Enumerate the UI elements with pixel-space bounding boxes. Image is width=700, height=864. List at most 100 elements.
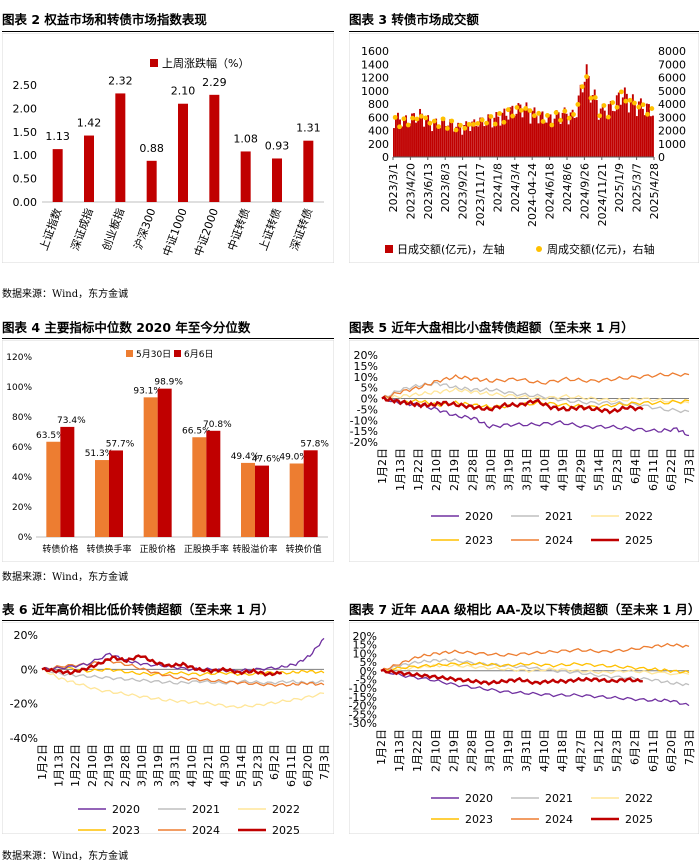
fig3-weekly-dot [579, 84, 585, 90]
fig3-daily-bar [463, 125, 466, 157]
fig6-legend-2025: 2025 [272, 824, 300, 834]
fig3-daily-bar [597, 119, 600, 157]
fig5-ytick: 5% [361, 382, 378, 395]
fig5-legend-2024: 2024 [545, 534, 573, 547]
fig3-daily-bar [485, 121, 488, 157]
fig3-weekly-dot [431, 118, 437, 124]
fig3-daily-bar [495, 112, 498, 157]
fig3-daily-bar [571, 109, 574, 157]
fig2-value-label: 2.32 [108, 74, 133, 87]
fig3-weekly-dot [549, 122, 555, 128]
fig7-xtick: 1月22日 [411, 729, 424, 772]
fig3-daily-bar [479, 117, 482, 157]
fig3-daily-bar [507, 119, 510, 157]
fig3-daily-bar [611, 110, 614, 157]
fig3-daily-bar [537, 123, 540, 157]
fig3-daily-bar [529, 123, 532, 157]
fig6-xtick: 7月3日 [318, 744, 331, 780]
fig5-xtick: 1月13日 [394, 448, 407, 491]
fig3-daily-bar [579, 84, 582, 157]
fig4-bar [109, 450, 123, 537]
fig3-daily-bar [573, 117, 576, 157]
fig4-ytick: 0% [18, 533, 33, 543]
fig3-daily-bar [441, 118, 444, 157]
fig2-value-label: 1.13 [45, 130, 70, 143]
fig3-daily-bar [647, 104, 650, 157]
fig3-daily-bar [401, 126, 403, 157]
fig6-xtick: 6月2日 [268, 744, 281, 780]
fig3-daily-bar [433, 121, 436, 157]
fig3-ytick-right: 7000 [658, 58, 686, 71]
fig3-daily-bar [469, 131, 472, 157]
fig7-xtick: 3月31日 [520, 729, 533, 772]
fig3-daily-bar [481, 117, 484, 157]
fig6-line-2024 [41, 659, 325, 687]
fig7-xtick: 2月19日 [447, 729, 460, 772]
fig7-xtick: 2月28日 [466, 729, 479, 772]
fig5-xtick: 5月14日 [593, 448, 606, 491]
fig5-xtick: 4月19日 [557, 448, 570, 491]
fig3-daily-bar [511, 105, 514, 157]
fig5-line-2020 [381, 396, 690, 437]
fig6-xtick: 4月21日 [202, 744, 215, 787]
fig3-weekly-dot [536, 110, 542, 116]
fig3-daily-bar [471, 121, 474, 157]
fig3-weekly-dot [479, 117, 485, 123]
fig3-weekly-dot [614, 104, 620, 110]
fig3-xtick: 2024/6/18 [544, 163, 557, 219]
fig2-ytick: 2.50 [13, 79, 38, 92]
fig3-weekly-dot [414, 116, 420, 122]
fig5-ytick: 10% [354, 371, 378, 384]
fig4-xtick: 转债价格 [42, 543, 78, 555]
fig7-ytick: -25% [349, 708, 377, 721]
fig2-bar [115, 93, 126, 202]
fig7-xtick: 5月12日 [592, 729, 605, 772]
fig4-bar [46, 441, 61, 537]
fig4-value-label: 49.0% [279, 453, 308, 463]
fig7-ytick: 0% [360, 665, 377, 678]
fig5-xtick: 3月19日 [502, 448, 515, 491]
fig3-weekly-dot [427, 120, 433, 126]
fig3-weekly-dot [492, 121, 498, 127]
fig5-xtick: 6月11日 [647, 448, 660, 491]
fig2-ytick: 0.00 [13, 196, 38, 209]
fig3-weekly-dot [597, 113, 603, 119]
fig3-xtick: 2023/6/13 [422, 163, 435, 219]
fig4-legend-1: 5月30日 [136, 349, 171, 360]
fig4-ytick: 120% [6, 353, 32, 363]
fig3-weekly-dot [449, 118, 455, 124]
fig3-daily-bar [607, 104, 610, 157]
fig4-value-label: 47.6% [252, 455, 281, 465]
fig5-ytick: 0% [361, 393, 378, 406]
fig2-legend-swatch [150, 59, 158, 67]
fig3-xtick: 2024/11/21 [596, 163, 609, 226]
fig3-weekly-dot [458, 122, 463, 128]
fig3-daily-bar [549, 114, 552, 157]
fig3-weekly-dot [462, 125, 468, 131]
fig3-weekly-dot [488, 114, 494, 119]
fig3-weekly-dot [471, 122, 476, 127]
fig3-xtick: 2024/9/26 [578, 163, 591, 219]
fig3-weekly-dot [392, 114, 398, 120]
fig5-xtick: 4月10日 [539, 448, 552, 491]
fig6-xtick: 5月23日 [252, 744, 265, 787]
fig7-xtick: 6月20日 [665, 729, 678, 772]
fig7-line-2021 [380, 658, 690, 687]
fig4-bar [95, 460, 109, 537]
fig3-ytick-right: 0 [658, 151, 665, 164]
fig3-daily-bar [435, 118, 438, 157]
fig3-daily-bar [551, 123, 554, 157]
fig5-ytick: -5% [357, 403, 378, 416]
fig3-weekly-dot [510, 113, 516, 119]
fig3-weekly-dot [484, 120, 489, 126]
fig7-xtick: 2月10日 [429, 729, 442, 772]
fig6-xtick: 2月10日 [86, 744, 99, 787]
fig7-legend-2025: 2025 [625, 813, 653, 826]
fig3-daily-bar [437, 124, 440, 157]
fig5-xtick: 3月10日 [484, 448, 497, 491]
fig3-daily-bar [457, 122, 460, 157]
fig3-daily-bar [455, 126, 458, 157]
fig2-bar [272, 158, 282, 202]
fig3-xtick: 2024-04-24 [526, 163, 539, 227]
fig4-bar [192, 437, 207, 537]
